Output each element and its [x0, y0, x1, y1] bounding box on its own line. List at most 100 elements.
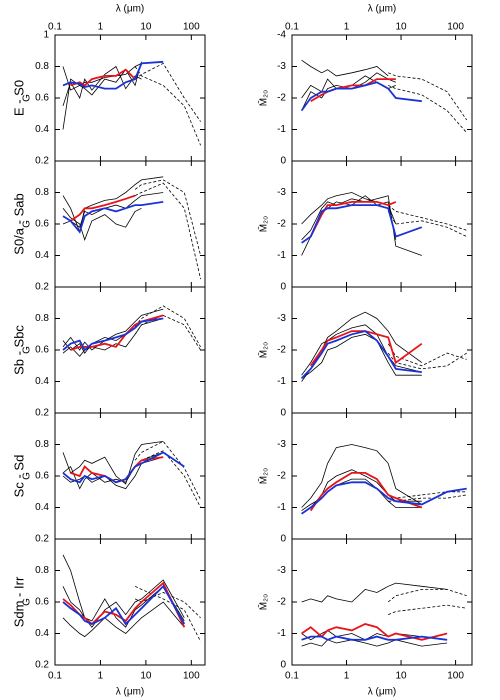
y-tick-label: 0.8: [35, 61, 49, 72]
y-tick-label: 0.8: [35, 313, 49, 324]
data-line: [309, 472, 423, 512]
data-line: [388, 85, 467, 133]
data-line: [134, 62, 201, 122]
data-line: [134, 592, 201, 619]
data-line: [301, 639, 448, 647]
y-tick-label: 1: [43, 30, 49, 41]
y-tick-label: -3: [277, 61, 286, 72]
x-tick-label: 0.1: [285, 22, 299, 33]
y-tick-label: 0.6: [35, 219, 49, 230]
data-line: [301, 623, 448, 641]
y-tick-label: 0.4: [35, 502, 49, 513]
y-tick-label: 0.8: [35, 439, 49, 450]
plot-lines: [62, 440, 201, 508]
data-line: [301, 481, 467, 515]
data-line: [62, 317, 164, 352]
y-axis-label: G: [22, 598, 33, 606]
y-tick-label: -1: [277, 376, 286, 387]
x-tick-label: 10: [395, 671, 407, 682]
x-tick-label: 1: [344, 22, 350, 33]
y-tick-label: -2: [277, 597, 286, 608]
x-tick-label: 100: [183, 22, 200, 33]
data-line: [134, 585, 201, 642]
y-tick-label: 0.6: [35, 93, 49, 104]
y-tick-label: 0.6: [35, 597, 49, 608]
data-line: [134, 179, 201, 256]
plot-frame: [54, 286, 206, 414]
y-tick-label: 0.8: [35, 565, 49, 576]
data-line: [309, 330, 423, 367]
y-tick-label: 0.2: [35, 534, 49, 545]
row-label: E - S0: [11, 80, 26, 116]
plot-frame: [291, 412, 473, 540]
plot-lines: [62, 554, 201, 642]
data-line: [62, 176, 164, 234]
plot-lines: [300, 311, 467, 382]
y-tick-label: -1: [277, 250, 286, 261]
y-tick-label: 0.2: [35, 156, 49, 167]
y-axis-label: M̄₂₀: [257, 594, 270, 610]
y-axis-label: G: [22, 346, 33, 354]
y-tick-label: -3: [277, 187, 286, 198]
data-line: [134, 305, 201, 348]
y-axis-label: G: [22, 94, 33, 102]
x-tick-label: 1: [98, 22, 104, 33]
x-tick-label: 10: [140, 671, 152, 682]
row-label: S0/a - Sab: [11, 193, 26, 254]
plot-lines: [300, 59, 468, 133]
data-line: [62, 601, 185, 638]
plot-frame: [54, 34, 206, 162]
x-tick-label: 0.1: [285, 671, 299, 682]
x-tick-label: 1: [344, 671, 350, 682]
plot-frame: [54, 160, 206, 288]
data-line: [62, 207, 142, 242]
x-tick-label: 100: [447, 22, 464, 33]
y-axis-label: M̄₂₀: [257, 90, 270, 106]
data-line: [62, 201, 164, 234]
y-tick-label: 0: [280, 408, 286, 419]
data-line: [388, 494, 467, 502]
plot-frame: [291, 34, 473, 162]
y-tick-label: 0.6: [35, 471, 49, 482]
plot-frame: [291, 538, 473, 666]
y-tick-label: -1: [277, 502, 286, 513]
data-line: [388, 72, 468, 121]
y-tick-label: -2: [277, 93, 286, 104]
data-line: [387, 204, 467, 231]
x-tick-label: 0.1: [48, 671, 62, 682]
plot-lines: [301, 192, 467, 256]
y-tick-label: 0.4: [35, 376, 49, 387]
y-tick-label: 0.2: [35, 282, 49, 293]
y-tick-label: 0.4: [35, 124, 49, 135]
row-label: Sc - Sd: [11, 455, 26, 498]
data-line: [70, 194, 136, 222]
y-tick-label: 0.4: [35, 628, 49, 639]
y-tick-label: -3: [277, 439, 286, 450]
data-line: [301, 444, 423, 508]
data-line: [301, 204, 423, 244]
data-line: [301, 478, 422, 511]
x-tick-label: 0.1: [48, 22, 62, 33]
data-line: [62, 441, 164, 485]
data-line: [62, 585, 185, 628]
y-tick-label: -4: [277, 30, 286, 41]
y-tick-label: 0.8: [35, 187, 49, 198]
data-line: [387, 589, 467, 603]
data-line: [300, 330, 422, 380]
data-line: [387, 343, 467, 367]
y-tick-label: -2: [277, 219, 286, 230]
y-axis-label: M̄₂₀: [257, 216, 270, 232]
x-tick-label: 100: [447, 671, 464, 682]
x-axis-label: λ (μm): [368, 4, 397, 15]
x-tick-label: 10: [140, 22, 152, 33]
y-tick-label: -3: [277, 313, 286, 324]
data-line: [134, 66, 201, 146]
x-axis-label: λ (μm): [116, 687, 145, 698]
x-axis-label: λ (μm): [368, 687, 397, 698]
plot-lines: [62, 60, 201, 146]
x-axis-label: λ (μm): [116, 4, 145, 15]
data-line: [387, 211, 467, 237]
row-label: Sb - Sbc: [11, 325, 26, 375]
data-line: [62, 554, 185, 628]
